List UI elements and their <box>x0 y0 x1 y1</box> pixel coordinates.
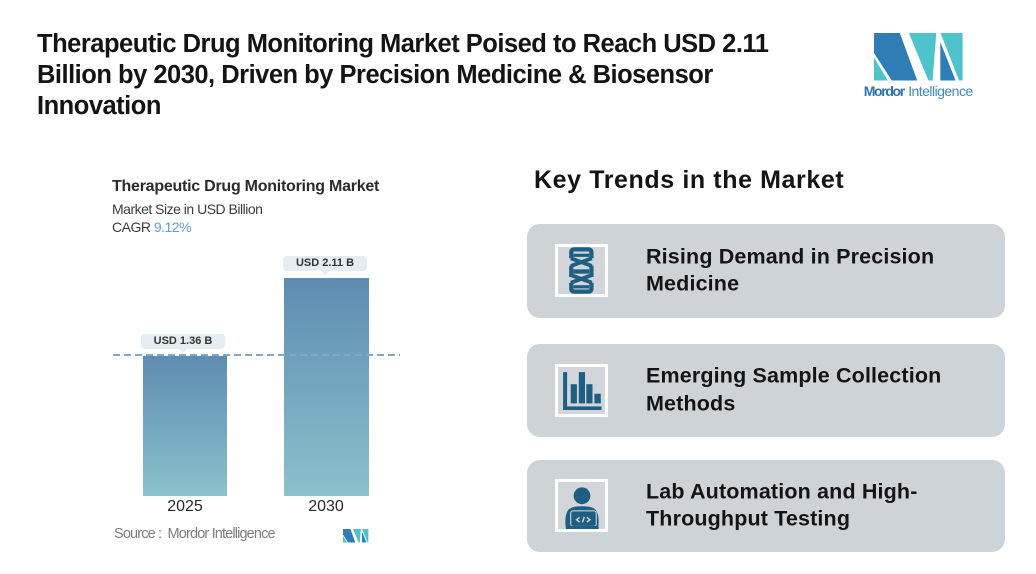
svg-text:Intelligence: Intelligence <box>908 83 973 99</box>
svg-text:Mordor: Mordor <box>864 83 906 99</box>
